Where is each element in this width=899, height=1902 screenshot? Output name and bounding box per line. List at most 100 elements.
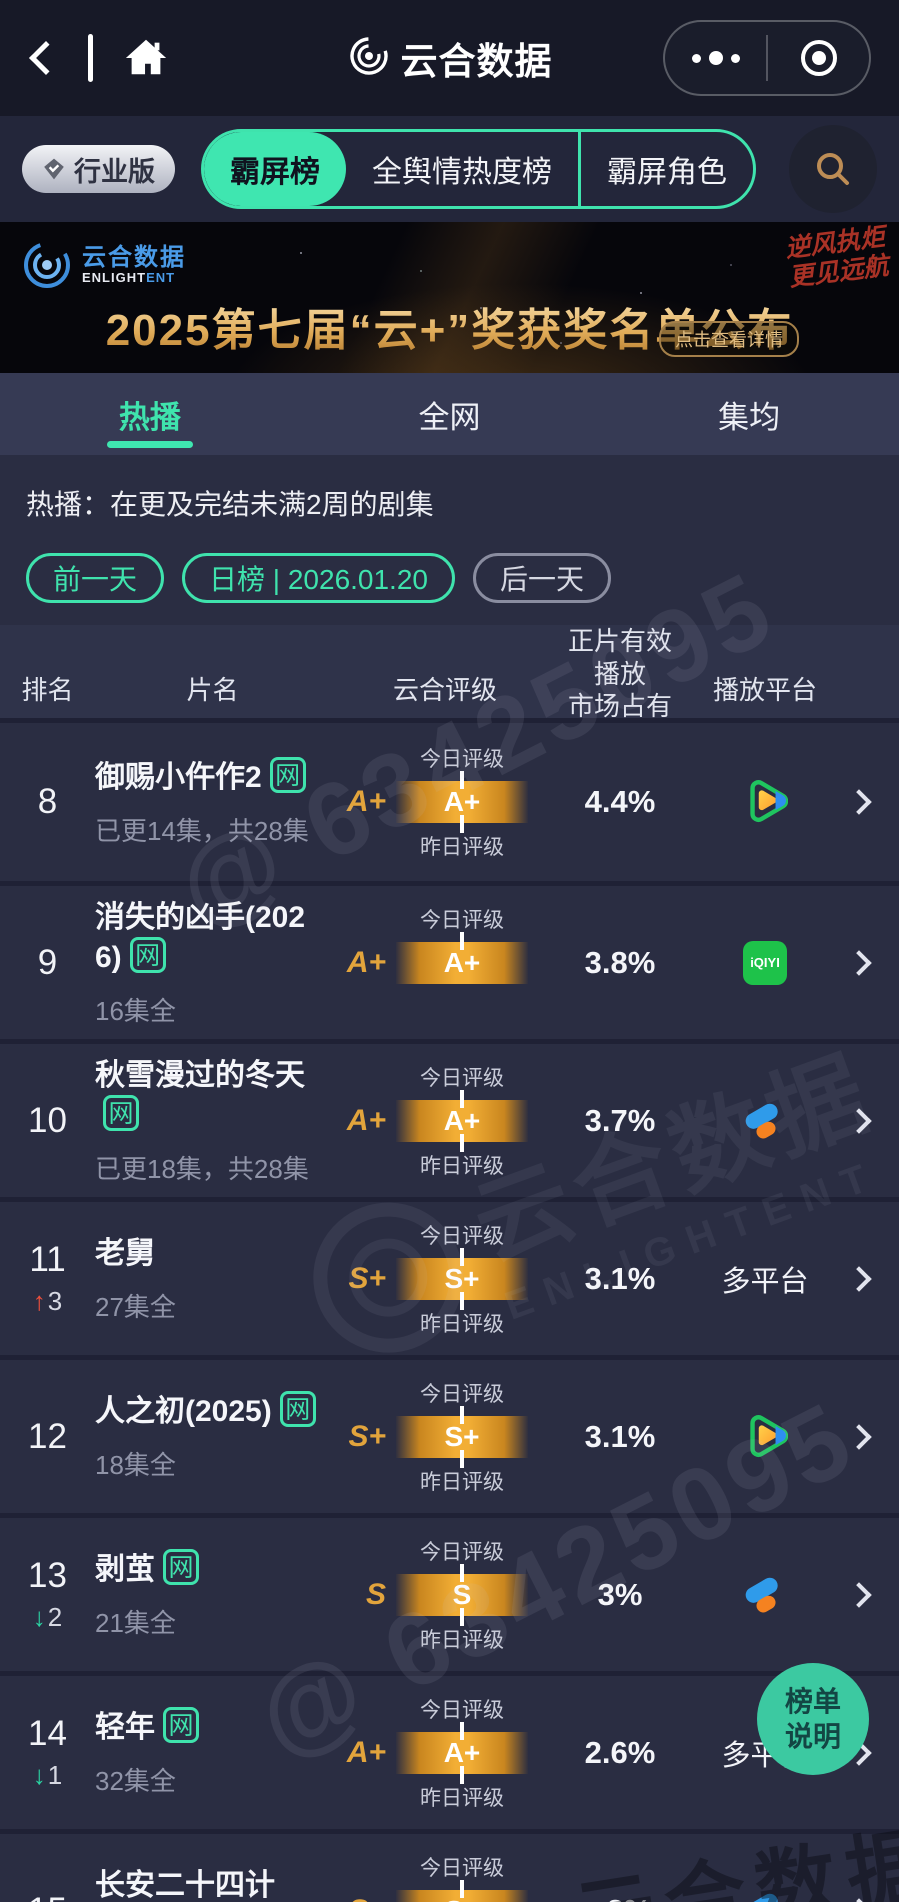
date-selector[interactable]: 日榜 | 2026.01.20 bbox=[182, 553, 455, 603]
edition-badge[interactable]: 行业版 bbox=[22, 145, 175, 193]
rank-number: 8 bbox=[37, 782, 58, 821]
miniprogram-capsule bbox=[663, 20, 871, 96]
drama-title: 御赐小仵作2 bbox=[95, 760, 262, 794]
tencent-video-icon bbox=[742, 779, 788, 825]
tab-screen-roles[interactable]: 霸屏角色 bbox=[578, 132, 753, 206]
rating-bar-fill: A+ bbox=[396, 1099, 528, 1142]
chevron-right-icon[interactable] bbox=[846, 1423, 872, 1450]
platform-cell bbox=[680, 779, 850, 825]
table-row[interactable]: 9 消失的凶手(2026) 网 16集全 A+ 今日评级 A+ 3.8% bbox=[0, 881, 899, 1039]
rank-cell: 13 ↓ 2 bbox=[0, 1556, 95, 1633]
tab-per-episode[interactable]: 集均 bbox=[718, 399, 781, 435]
web-drama-badge: 网 bbox=[163, 1707, 199, 1743]
chevron-right-icon[interactable] bbox=[846, 789, 872, 815]
chevron-right-icon[interactable] bbox=[846, 1897, 872, 1902]
episode-info: 18集全 bbox=[95, 1450, 176, 1480]
grade-label: S+ bbox=[348, 1261, 386, 1295]
table-header: 排名 片名 云合评级 正片有效播放 市场占有率 播放平台 bbox=[0, 625, 899, 754]
header-rank: 排名 bbox=[21, 674, 74, 705]
market-share: 3.1% bbox=[584, 1260, 656, 1296]
platform-cell bbox=[680, 1414, 850, 1460]
market-share: 3% bbox=[597, 1576, 643, 1612]
rating-bar: 今日评级 A+ bbox=[396, 909, 528, 984]
grade-label: A+ bbox=[346, 1103, 386, 1137]
search-button[interactable] bbox=[789, 125, 877, 213]
table-row[interactable]: 10 秋雪漫过的冬天网 已更18集，共28集 A+ 今日评级 A+ 昨日评级 3… bbox=[0, 1039, 899, 1197]
page-title: 云合数据 bbox=[400, 41, 553, 82]
ranking-list: 8 御赐小仵作2 网 已更14集，共28集 A+ 今日评级 A+ 昨日评级 4.4… bbox=[0, 723, 899, 1902]
nav-bar: 云合数据 bbox=[0, 0, 899, 116]
more-menu-button[interactable] bbox=[665, 22, 766, 94]
filter-section: 热播：在更及完结未满2周的剧集 前一天 日榜 | 2026.01.20 后一天 bbox=[0, 455, 899, 625]
ellipsis-icon bbox=[691, 51, 740, 65]
today-rating-label: 今日评级 bbox=[420, 748, 504, 771]
rank-change: ↓ 1 bbox=[32, 1760, 63, 1790]
rank-change-arrow-icon: ↓ bbox=[32, 1602, 46, 1632]
rank-cell: 9 bbox=[0, 943, 95, 983]
rank-number: 15 bbox=[28, 1891, 67, 1902]
rank-cell: 12 bbox=[0, 1417, 95, 1457]
tab-sentiment-heat[interactable]: 全舆情热度榜 bbox=[372, 156, 552, 189]
web-drama-badge: 网 bbox=[163, 1549, 199, 1585]
market-share: 3.1% bbox=[584, 1418, 656, 1454]
header-title: 片名 bbox=[186, 674, 239, 705]
search-icon bbox=[817, 153, 849, 185]
tab-hot-airing[interactable]: 热播 bbox=[0, 373, 300, 455]
platform-cell: iQIYI bbox=[680, 940, 850, 985]
grade-label: A+ bbox=[346, 1735, 386, 1769]
banner-cta-button[interactable]: 点击查看详情 bbox=[659, 321, 799, 357]
today-rating-label: 今日评级 bbox=[420, 908, 504, 932]
award-banner[interactable]: 云合数据 ENLIGHTENT 逆风执炬 更见远航 2025第七届“云+”奖获奖… bbox=[0, 222, 899, 373]
table-row[interactable]: 13 ↓ 2 剥茧网 21集全 S 今日评级 S 昨日评级 3% bbox=[0, 1513, 899, 1671]
rating-bar-fill: S+ bbox=[396, 1257, 528, 1300]
drama-title: 长安二十四计 bbox=[95, 1868, 275, 1902]
yesterday-rating-label: 昨日评级 bbox=[420, 1312, 504, 1336]
next-day-button[interactable]: 后一天 bbox=[473, 553, 612, 603]
rating-cell: S+ 今日评级 S+ 昨日评级 bbox=[330, 1383, 560, 1494]
table-row[interactable]: 8 御赐小仵作2 网 已更14集，共28集 A+ 今日评级 A+ 昨日评级 4.4… bbox=[0, 723, 899, 881]
rating-bar-fill: A+ bbox=[396, 781, 528, 823]
rank-cell: 11 ↑ 3 bbox=[0, 1240, 95, 1317]
episode-info: 已更14集，共28集 bbox=[95, 815, 309, 846]
platform-cell bbox=[680, 1098, 850, 1144]
grade-label: S bbox=[365, 1577, 386, 1611]
yesterday-rating-label: 昨日评级 bbox=[420, 836, 504, 859]
rating-bar-fill: A+ bbox=[396, 941, 528, 984]
drama-title: 人之初(2025) bbox=[95, 1395, 272, 1428]
rank-number: 13 bbox=[28, 1556, 67, 1595]
episode-info: 已更18集，共28集 bbox=[95, 1153, 309, 1184]
minimize-button[interactable] bbox=[768, 22, 869, 94]
web-drama-badge: 网 bbox=[129, 936, 166, 973]
table-row[interactable]: 12 人之初(2025) 网 18集全 S+ 今日评级 S+ 昨日评级 3.1% bbox=[0, 1355, 899, 1513]
drama-title: 秋雪漫过的冬天 bbox=[95, 1058, 305, 1092]
rating-bar-fill: S+ bbox=[396, 1415, 528, 1458]
rank-change-arrow-icon: ↓ bbox=[32, 1760, 46, 1790]
home-icon[interactable] bbox=[123, 35, 169, 81]
chevron-right-icon[interactable] bbox=[846, 1107, 872, 1134]
chevron-right-icon[interactable] bbox=[846, 1581, 872, 1608]
market-share: <2% bbox=[560, 1893, 680, 1902]
chevron-right-icon[interactable] bbox=[846, 1265, 872, 1292]
platform-cell: 多平台 bbox=[680, 1258, 850, 1300]
web-drama-badge: 网 bbox=[269, 756, 306, 793]
table-row[interactable]: 14 ↓ 1 轻年网 32集全 A+ 今日评级 A+ 昨日评级 2.6% 多平台 bbox=[0, 1671, 899, 1829]
prev-day-button[interactable]: 前一天 bbox=[26, 553, 165, 603]
table-row[interactable]: 11 ↑ 3 老舅 27集全 S+ 今日评级 S+ 昨日评级 3.1% 多平台 bbox=[0, 1197, 899, 1355]
table-row[interactable]: 15 长安二十四计 28集全 S+ 今日评级 S+ 昨日评级 <2% bbox=[0, 1829, 899, 1902]
board-explanation-button[interactable]: 榜单 说明 bbox=[757, 1663, 869, 1775]
yesterday-rating-label: 昨日评级 bbox=[420, 1154, 504, 1178]
market-share: 3.8% bbox=[584, 944, 656, 980]
rank-cell: 15 bbox=[0, 1891, 95, 1902]
banner-stars bbox=[300, 252, 302, 254]
today-rating-label: 今日评级 bbox=[420, 1382, 504, 1406]
drama-title: 老舅 bbox=[95, 1236, 155, 1270]
chevron-right-icon[interactable] bbox=[846, 949, 872, 976]
tab-all-network[interactable]: 全网 bbox=[418, 399, 481, 435]
header-rating: 云合评级 bbox=[392, 674, 497, 705]
rating-bar-fill: A+ bbox=[396, 1731, 528, 1774]
tab-screen-domination[interactable]: 霸屏榜 bbox=[204, 132, 346, 206]
rating-bar: 今日评级 S+ 昨日评级 bbox=[396, 1225, 528, 1336]
blue-orange-swirl-icon bbox=[742, 1888, 788, 1902]
back-icon[interactable] bbox=[29, 41, 63, 75]
title-cell: 长安二十四计 28集全 bbox=[95, 1866, 330, 1902]
